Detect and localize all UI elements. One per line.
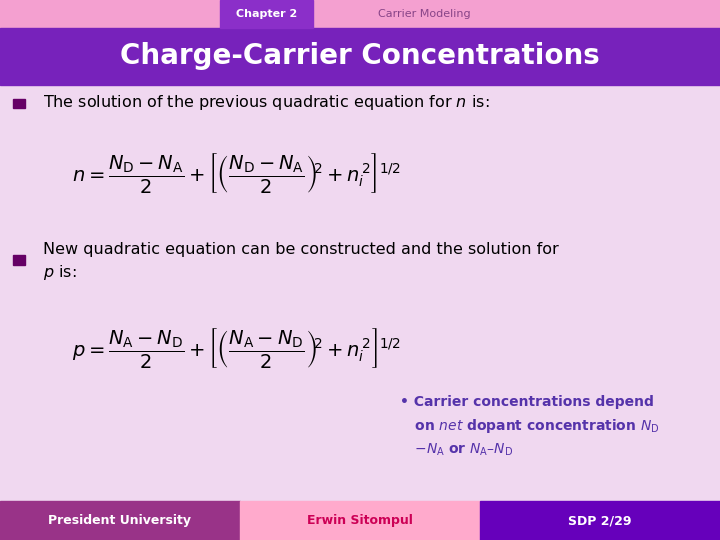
FancyBboxPatch shape [13,99,25,108]
FancyBboxPatch shape [480,501,720,540]
Text: Charge-Carrier Concentrations: Charge-Carrier Concentrations [120,43,600,70]
Text: $p$ is:: $p$ is: [43,263,77,282]
FancyBboxPatch shape [240,501,480,540]
Text: SDP 2/29: SDP 2/29 [568,514,631,527]
FancyBboxPatch shape [0,28,720,85]
FancyBboxPatch shape [220,0,313,28]
FancyBboxPatch shape [0,0,720,28]
Text: • Carrier concentrations depend
   on $\mathit{net}$ dopant concentration $N_{\r: • Carrier concentrations depend on $\mat… [400,395,659,458]
Text: Chapter 2: Chapter 2 [235,9,297,19]
FancyBboxPatch shape [0,501,240,540]
Text: President University: President University [48,514,191,527]
Text: $p = \dfrac{N_{\rm A} - N_{\rm D}}{2} + \left[\left(\dfrac{N_{\rm A} - N_{\rm D}: $p = \dfrac{N_{\rm A} - N_{\rm D}}{2} + … [72,326,401,370]
Text: New quadratic equation can be constructed and the solution for: New quadratic equation can be constructe… [43,242,559,257]
Text: The solution of the previous quadratic equation for $n$ is:: The solution of the previous quadratic e… [43,93,490,112]
Text: $n = \dfrac{N_{\rm D} - N_{\rm A}}{2} + \left[\left(\dfrac{N_{\rm D} - N_{\rm A}: $n = \dfrac{N_{\rm D} - N_{\rm A}}{2} + … [72,151,401,195]
Text: Erwin Sitompul: Erwin Sitompul [307,514,413,527]
Text: Carrier Modeling: Carrier Modeling [378,9,471,19]
FancyBboxPatch shape [13,255,25,265]
